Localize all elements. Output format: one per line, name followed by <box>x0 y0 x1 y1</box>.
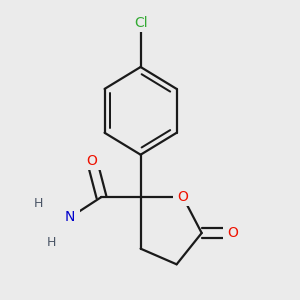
FancyBboxPatch shape <box>173 188 193 206</box>
Text: O: O <box>178 190 188 204</box>
FancyBboxPatch shape <box>128 14 153 32</box>
Text: Cl: Cl <box>134 16 147 30</box>
Text: O: O <box>228 226 238 240</box>
Text: H: H <box>46 236 56 249</box>
Text: N: N <box>65 210 75 224</box>
FancyBboxPatch shape <box>223 224 243 242</box>
FancyBboxPatch shape <box>82 152 102 170</box>
Text: O: O <box>87 154 98 168</box>
FancyBboxPatch shape <box>60 209 80 226</box>
Text: H: H <box>34 197 44 210</box>
